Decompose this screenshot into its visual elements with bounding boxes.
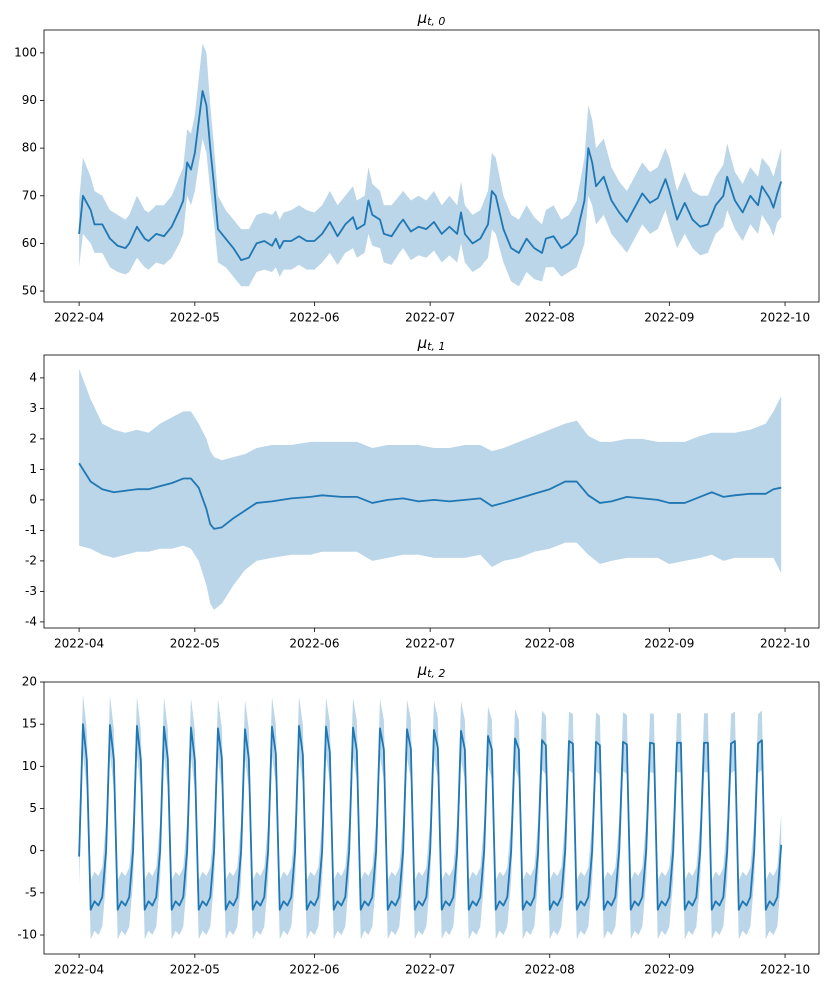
- chart-title: μt, 1: [417, 334, 446, 354]
- y-tick-label: 80: [22, 141, 37, 155]
- axes-frame: [43, 29, 820, 303]
- x-tick-label: 2022-06: [289, 311, 339, 325]
- x-tick-label: 2022-10: [760, 963, 810, 977]
- x-tick-label: 2022-04: [54, 637, 104, 651]
- y-tick-label: 2: [29, 431, 37, 445]
- mean-line: [78, 462, 782, 530]
- x-tick-label: 2022-05: [170, 637, 220, 651]
- mean-line: [78, 90, 783, 261]
- title-symbol: μ: [417, 661, 428, 679]
- x-tick-label: 2022-08: [525, 637, 575, 651]
- y-tick-label: -1: [25, 523, 37, 537]
- x-tick-label: 2022-09: [644, 637, 694, 651]
- y-tick-label: -3: [25, 584, 37, 598]
- confidence-band: [79, 368, 782, 610]
- axes-frame: [43, 354, 820, 629]
- confidence-band: [79, 694, 782, 940]
- title-subscript: t, 0: [427, 15, 445, 28]
- x-tick-label: 2022-04: [54, 963, 104, 977]
- title-subscript: t, 1: [427, 340, 445, 353]
- y-tick-label: 70: [22, 188, 37, 202]
- y-tick-label: 1: [29, 462, 37, 476]
- mean-line: [78, 723, 783, 911]
- x-tick-label: 2022-06: [289, 963, 339, 977]
- y-tick-label: 5: [29, 801, 37, 815]
- y-tick-label: 60: [22, 236, 37, 250]
- y-tick-label: 0: [29, 843, 37, 857]
- chart-title: μt, 2: [417, 661, 446, 681]
- axes-frame: [43, 681, 820, 955]
- x-tick-label: 2022-07: [405, 963, 455, 977]
- y-tick-label: -5: [25, 885, 37, 899]
- x-tick-label: 2022-07: [405, 311, 455, 325]
- x-tick-label: 2022-05: [170, 311, 220, 325]
- title-symbol: μ: [417, 334, 428, 352]
- y-tick-label: 10: [22, 759, 37, 773]
- x-tick-label: 2022-10: [760, 637, 810, 651]
- x-tick-label: 2022-07: [405, 637, 455, 651]
- y-tick-label: 50: [22, 284, 37, 298]
- x-tick-label: 2022-04: [54, 311, 104, 325]
- x-tick-label: 2022-06: [289, 637, 339, 651]
- y-tick-label: 0: [29, 492, 37, 506]
- confidence-band: [79, 43, 782, 287]
- y-tick-label: 20: [22, 675, 37, 689]
- x-tick-label: 2022-08: [525, 311, 575, 325]
- title-subscript: t, 2: [427, 667, 445, 680]
- y-tick-label: -10: [17, 928, 37, 942]
- y-tick-label: 15: [22, 717, 37, 731]
- y-tick-label: -4: [25, 614, 37, 628]
- y-tick-label: 4: [29, 370, 37, 384]
- x-tick-label: 2022-05: [170, 963, 220, 977]
- y-tick-label: 90: [22, 93, 37, 107]
- y-tick-label: -2: [25, 553, 37, 567]
- y-tick-label: 100: [14, 45, 37, 59]
- title-symbol: μ: [417, 9, 428, 27]
- y-tick-label: 3: [29, 401, 37, 415]
- x-tick-label: 2022-09: [644, 963, 694, 977]
- x-tick-label: 2022-10: [760, 311, 810, 325]
- x-tick-label: 2022-08: [525, 963, 575, 977]
- x-tick-label: 2022-09: [644, 311, 694, 325]
- chart-title: μt, 0: [417, 9, 446, 29]
